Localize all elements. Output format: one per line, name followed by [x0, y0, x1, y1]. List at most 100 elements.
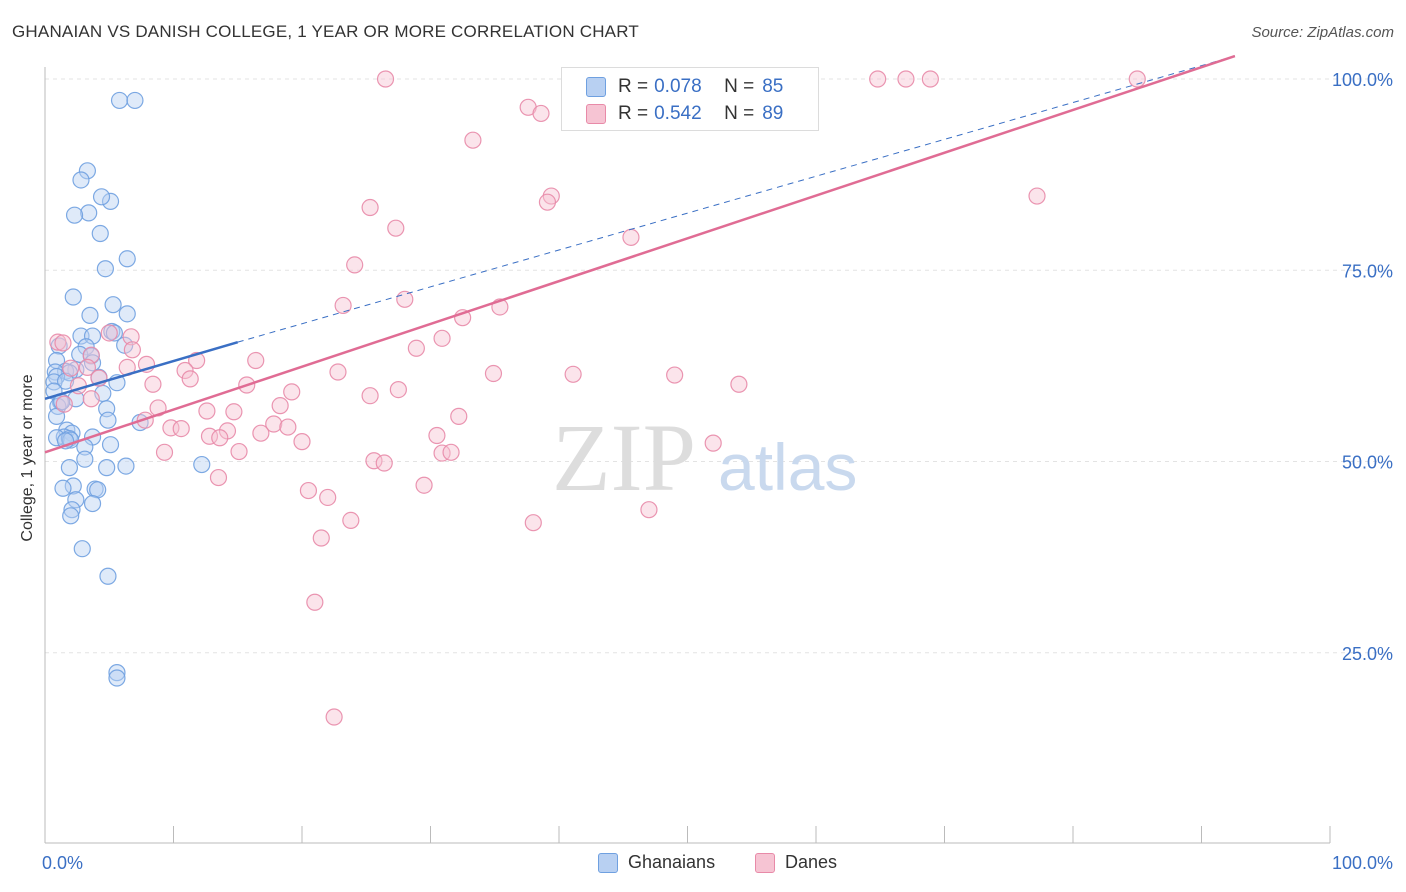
data-point-ghanaians: [77, 451, 93, 467]
data-point-ghanaians: [55, 480, 71, 496]
n-value-ghanaians: 85: [762, 76, 783, 98]
data-point-danes: [173, 421, 189, 437]
y-tick-label: 25.0%: [1342, 644, 1393, 664]
data-point-ghanaians: [61, 460, 77, 476]
data-point-danes: [300, 483, 316, 499]
data-point-danes: [485, 366, 501, 382]
data-point-danes: [390, 382, 406, 398]
data-point-danes: [56, 396, 72, 412]
data-point-ghanaians: [82, 307, 98, 323]
data-point-ghanaians: [97, 261, 113, 277]
legend-swatch-danes: [586, 104, 606, 124]
data-point-ghanaians: [63, 508, 79, 524]
data-point-danes: [335, 297, 351, 313]
data-point-ghanaians: [118, 458, 134, 474]
data-point-danes: [1029, 188, 1045, 204]
data-point-ghanaians: [65, 289, 81, 305]
data-point-ghanaians: [74, 541, 90, 557]
data-point-danes: [347, 257, 363, 273]
data-point-ghanaians: [100, 412, 116, 428]
scatter-chart: ZIP atlas 25.0% 50.0% 75.0% 100.0% 0.0% 100.0…: [0, 0, 1406, 892]
legend-row-ghanaians: R = 0.078 N = 85: [586, 75, 783, 99]
data-point-danes: [667, 367, 683, 383]
data-point-danes: [434, 330, 450, 346]
data-point-danes: [362, 388, 378, 404]
data-point-ghanaians: [85, 496, 101, 512]
data-point-ghanaians: [100, 568, 116, 584]
data-point-ghanaians: [94, 189, 110, 205]
data-point-danes: [465, 132, 481, 148]
data-point-danes: [83, 391, 99, 407]
x-tick-label: 0.0%: [42, 853, 83, 873]
data-point-danes: [451, 408, 467, 424]
watermark: ZIP atlas: [552, 404, 857, 511]
bottom-legend-label-danes: Danes: [785, 852, 837, 873]
data-point-ghanaians: [194, 457, 210, 473]
x-tick-label: 100.0%: [1332, 853, 1393, 873]
data-point-danes: [898, 71, 914, 87]
bottom-legend-danes[interactable]: Danes: [755, 852, 837, 873]
data-point-danes: [294, 434, 310, 450]
data-point-danes: [145, 376, 161, 392]
data-point-ghanaians: [127, 92, 143, 108]
data-point-danes: [397, 291, 413, 307]
data-point-danes: [63, 360, 79, 376]
y-tick-label: 75.0%: [1342, 261, 1393, 281]
r-label: R =: [618, 103, 648, 125]
correlation-legend: R = 0.078 N = 85 R = 0.542 N = 89: [561, 67, 819, 131]
data-point-danes: [443, 444, 459, 460]
data-point-danes: [1129, 71, 1145, 87]
series-danes: [50, 71, 1145, 725]
data-point-danes: [525, 515, 541, 531]
data-point-danes: [284, 384, 300, 400]
data-point-ghanaians: [92, 226, 108, 242]
r-label: R =: [618, 76, 648, 98]
data-point-danes: [253, 425, 269, 441]
bottom-legend-swatch-danes: [755, 853, 775, 873]
watermark-zip: ZIP: [552, 404, 696, 511]
data-point-ghanaians: [119, 251, 135, 267]
data-point-danes: [199, 403, 215, 419]
y-tick-label: 100.0%: [1332, 70, 1393, 90]
data-point-danes: [429, 427, 445, 443]
data-point-danes: [378, 71, 394, 87]
data-point-danes: [182, 371, 198, 387]
r-value-danes: 0.542: [654, 103, 724, 125]
n-value-danes: 89: [762, 103, 783, 125]
data-point-danes: [533, 105, 549, 121]
data-point-danes: [705, 435, 721, 451]
data-point-ghanaians: [81, 205, 97, 221]
data-point-danes: [212, 430, 228, 446]
data-point-danes: [226, 404, 242, 420]
data-point-danes: [922, 71, 938, 87]
data-point-danes: [313, 530, 329, 546]
legend-swatch-ghanaians: [586, 77, 606, 97]
data-point-danes: [565, 366, 581, 382]
y-tick-label: 50.0%: [1342, 453, 1393, 473]
data-point-ghanaians: [99, 460, 115, 476]
data-point-danes: [272, 398, 288, 414]
data-point-danes: [641, 502, 657, 518]
data-point-danes: [124, 342, 140, 358]
data-point-ghanaians: [119, 306, 135, 322]
data-point-ghanaians: [109, 670, 125, 686]
data-point-danes: [731, 376, 747, 392]
bottom-legend-ghanaians[interactable]: Ghanaians: [598, 852, 715, 873]
data-point-danes: [307, 594, 323, 610]
data-point-danes: [623, 229, 639, 245]
legend-row-danes: R = 0.542 N = 89: [586, 102, 783, 126]
n-label: N =: [724, 103, 754, 125]
data-point-danes: [231, 444, 247, 460]
data-point-ghanaians: [112, 92, 128, 108]
data-point-danes: [408, 340, 424, 356]
data-point-danes: [248, 353, 264, 369]
data-point-danes: [210, 470, 226, 486]
data-point-ghanaians: [103, 437, 119, 453]
data-point-danes: [343, 512, 359, 528]
data-point-ghanaians: [73, 172, 89, 188]
data-point-danes: [870, 71, 886, 87]
n-label: N =: [724, 76, 754, 98]
data-point-danes: [280, 419, 296, 435]
data-point-danes: [326, 709, 342, 725]
r-value-ghanaians: 0.078: [654, 76, 724, 98]
